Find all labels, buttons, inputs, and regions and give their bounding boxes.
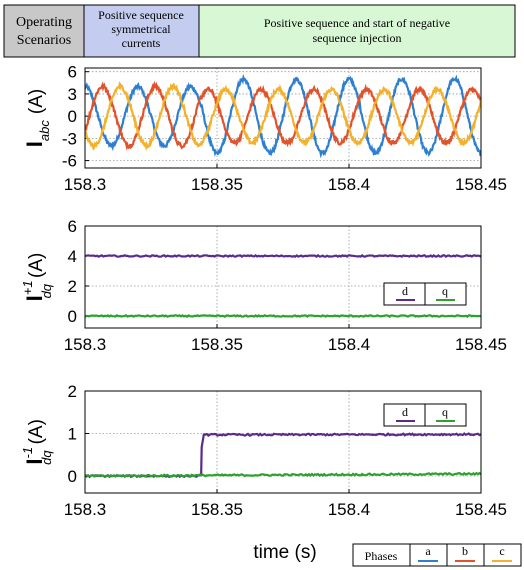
y-axis-label-sub: abc xyxy=(37,120,52,141)
phases-legend-box xyxy=(352,543,522,567)
y-tick-label: 2 xyxy=(68,382,77,401)
header-col3-line2: sequence injection xyxy=(313,31,402,45)
y-tick-label: 1 xyxy=(68,425,77,444)
y-axis-label-sup: +1 xyxy=(20,280,35,295)
phases-legend-b-label: b xyxy=(462,544,468,558)
phases-legend-a-label: a xyxy=(425,544,431,558)
y-tick-label: 3 xyxy=(68,85,77,104)
phases-legend-title: Phases xyxy=(365,549,398,563)
dq-legend-d-label: d xyxy=(402,284,408,298)
y-axis-label: I+1 dq (A) xyxy=(20,253,54,302)
y-axis-label-main: I xyxy=(22,458,47,464)
x-tick-label: 158.3 xyxy=(64,335,107,354)
y-axis-label-main: I xyxy=(22,295,47,301)
y-axis-label-unit: (A) xyxy=(26,253,47,278)
dq-legend-q-label: q xyxy=(442,284,448,298)
series-a-line xyxy=(85,73,481,159)
series-q-line xyxy=(85,314,481,318)
header-cell-negative xyxy=(198,4,516,58)
x-tick-label: 158.3 xyxy=(64,175,107,194)
dq-legend-d-label: d xyxy=(402,405,408,419)
header-col2-line1: Positive sequence xyxy=(98,8,184,22)
dq-legend-panel2: d q xyxy=(383,282,467,306)
x-tick-label: 158.3 xyxy=(64,500,107,519)
y-axis-label-sub: dq xyxy=(39,450,54,465)
x-tick-label: 158.4 xyxy=(328,500,371,519)
header-cell-positive xyxy=(83,4,200,58)
y-tick-label: 6 xyxy=(68,63,77,82)
y-tick-label: 4 xyxy=(68,247,77,266)
y-axis-label-main: I xyxy=(22,141,47,147)
y-axis-label: I-1 dq (A) xyxy=(20,419,54,465)
y-axis-label-sub: dq xyxy=(39,283,54,298)
y-tick-label: 2 xyxy=(68,277,77,296)
header-col1-line1: Operating xyxy=(16,15,72,30)
y-tick-label: 0 xyxy=(68,467,77,486)
header-col2-line2: symmetrical xyxy=(111,22,171,36)
panel-iabc: 158.3 158.35 158.4 158.45 6 3 0 -3 -6 Iabc (A) xyxy=(22,63,507,194)
x-tick-label: 158.35 xyxy=(191,500,243,519)
phases-legend-c-label: c xyxy=(499,544,504,558)
x-tick-label: 158.4 xyxy=(328,175,371,194)
phases-legend: Phases a b c xyxy=(352,543,522,567)
y-tick-label: -6 xyxy=(62,152,77,171)
x-tick-label: 158.45 xyxy=(455,335,507,354)
plot-frame xyxy=(84,225,482,329)
header-cell-operating xyxy=(3,4,85,58)
series-b-line xyxy=(85,80,481,151)
plot-frame xyxy=(84,390,482,494)
y-axis-label-sup: -1 xyxy=(20,447,35,459)
x-tick-label: 158.45 xyxy=(455,500,507,519)
header-col2-line3: currents xyxy=(122,36,161,50)
y-axis-label-unit: (A) xyxy=(26,419,47,444)
plot-area xyxy=(85,226,481,328)
x-axis-label: time (s) xyxy=(253,542,316,563)
series-q-line xyxy=(85,471,481,478)
y-tick-label: 0 xyxy=(68,307,77,326)
x-tick-label: 158.35 xyxy=(191,335,243,354)
y-tick-label: 0 xyxy=(68,107,77,126)
plot-frame xyxy=(84,67,482,169)
header-col3-line1: Positive sequence and start of negative xyxy=(264,16,450,30)
series-d-line xyxy=(85,253,481,259)
y-axis-label-unit: (A) xyxy=(26,89,47,114)
header-col1-line2: Scenarios xyxy=(17,33,71,48)
x-tick-label: 158.4 xyxy=(328,335,371,354)
dq-legend-q-label: q xyxy=(442,405,448,419)
y-tick-label: 6 xyxy=(68,217,77,236)
series-c-line xyxy=(85,80,481,152)
dq-legend-panel3: d q xyxy=(383,403,467,427)
x-tick-label: 158.45 xyxy=(455,175,507,194)
x-tick-label: 158.35 xyxy=(191,175,243,194)
y-axis-label: Iabc (A) xyxy=(22,89,52,147)
y-tick-label: -3 xyxy=(62,129,77,148)
scenario-header: Operating Scenarios Positive sequence sy… xyxy=(3,4,516,58)
